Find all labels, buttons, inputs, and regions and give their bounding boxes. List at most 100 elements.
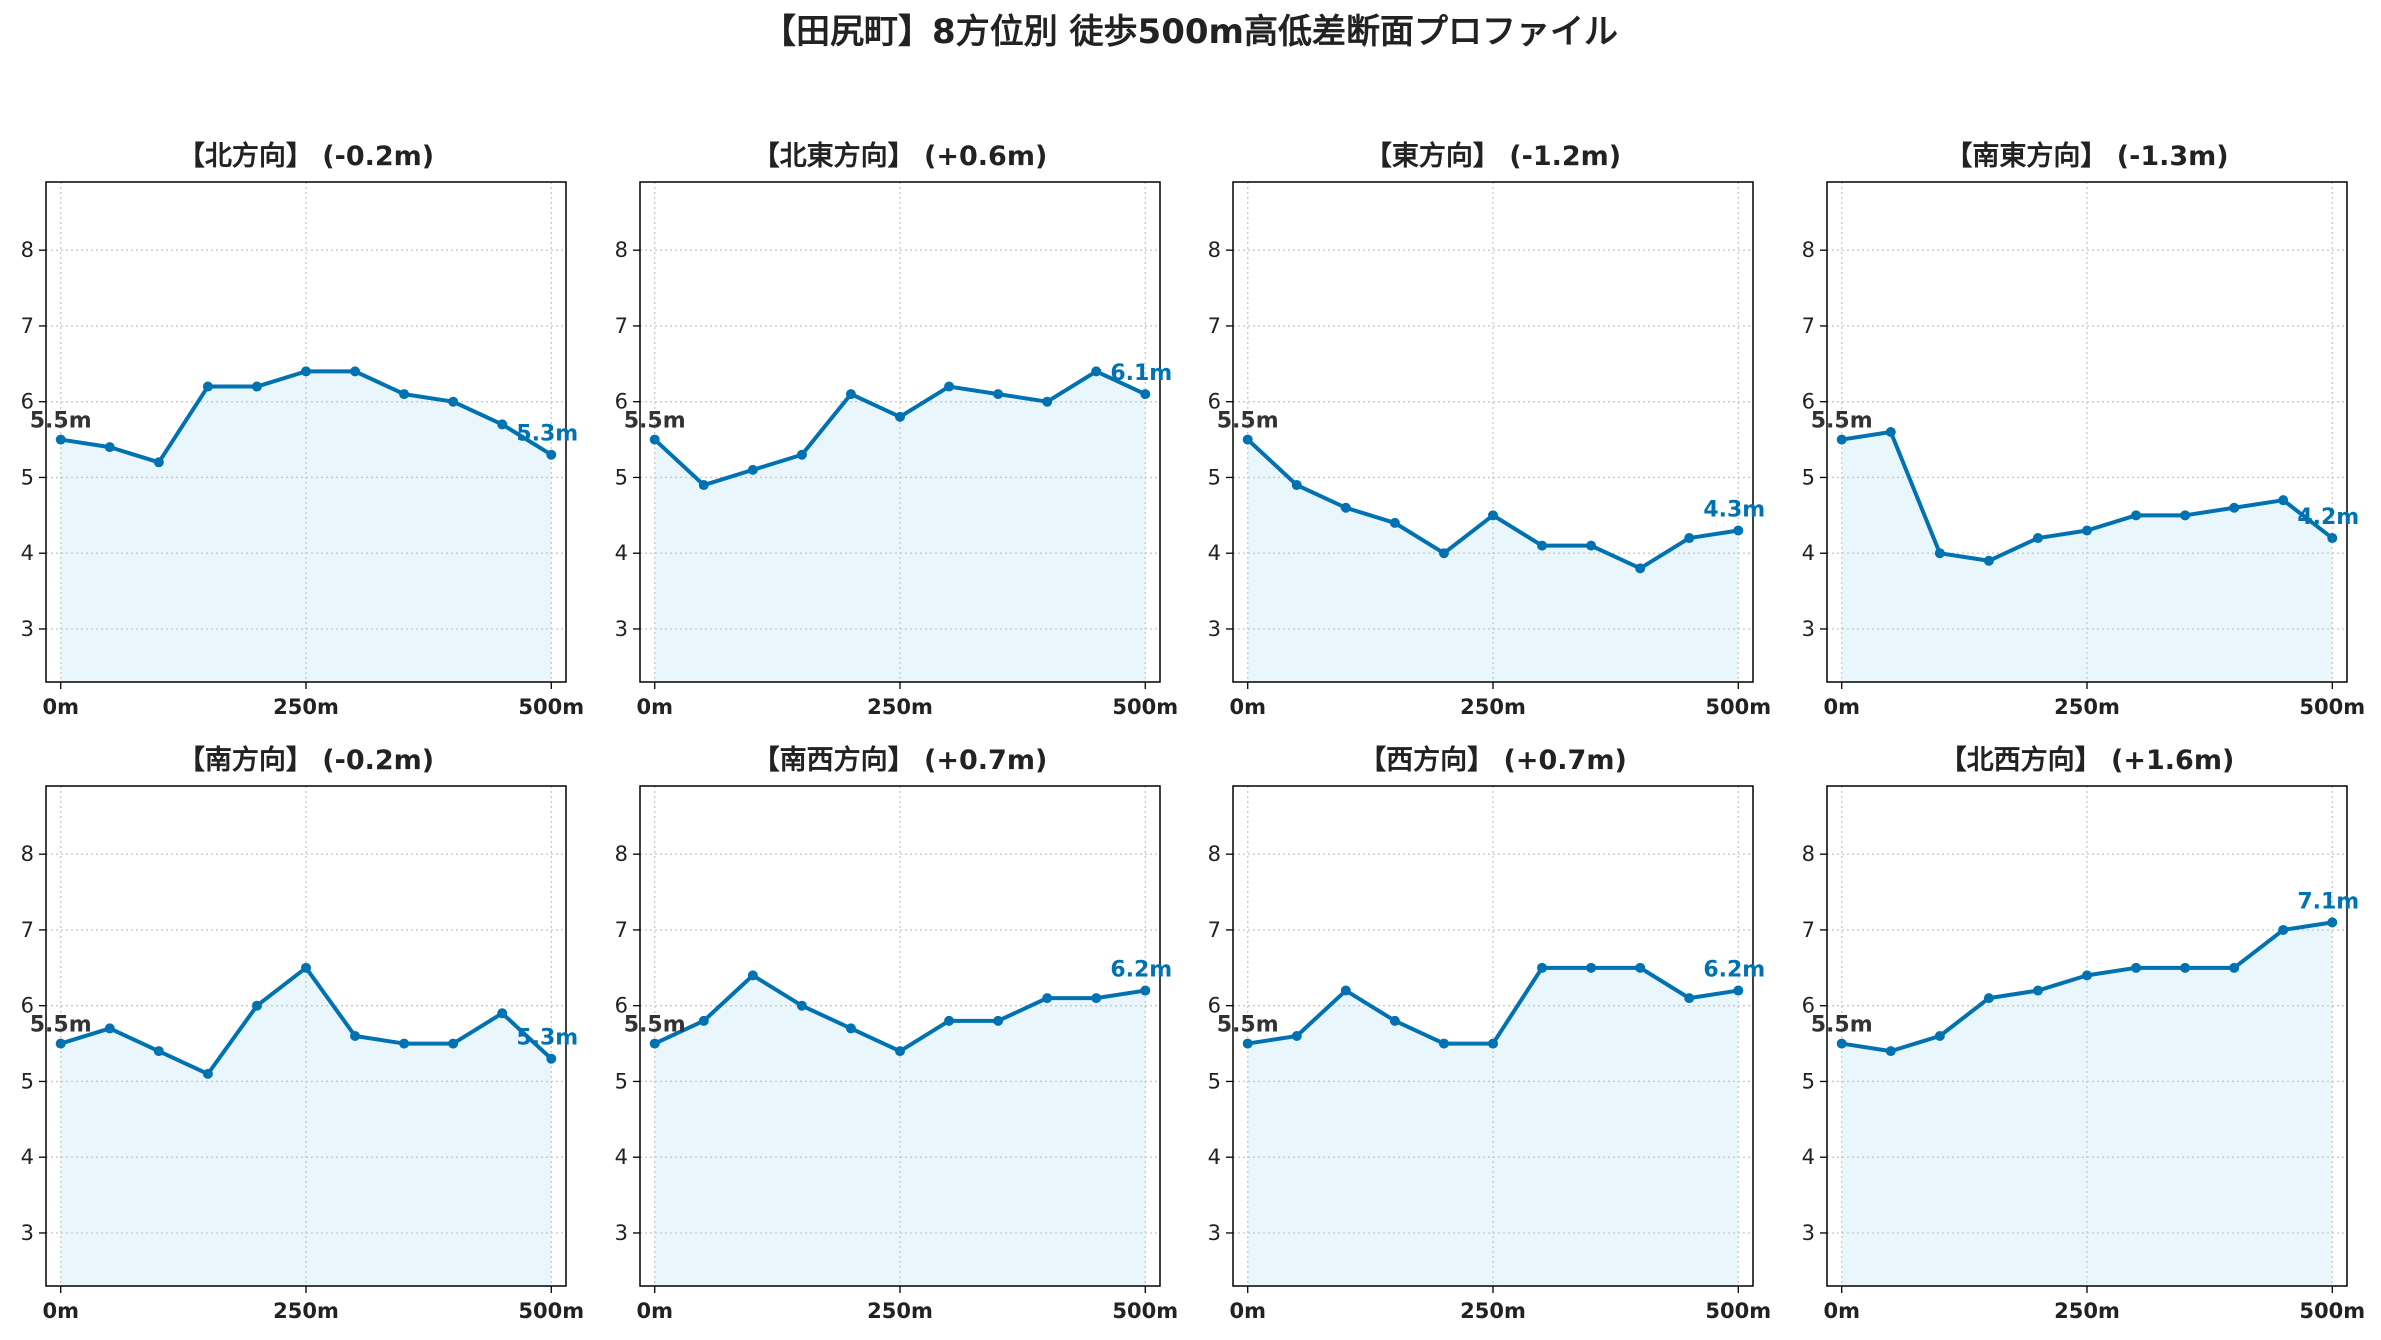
elevation-point: [993, 1015, 1004, 1026]
grid-lines: [1827, 786, 2347, 1286]
y-tick-label: 3: [1802, 1221, 1815, 1245]
panel-title: 【北東方向】 (+0.6m): [753, 140, 1048, 172]
start-elevation-label: 5.5m: [624, 409, 686, 434]
elevation-area-fill: [1247, 439, 1739, 682]
elevation-point: [1733, 985, 1744, 996]
y-tick-label: 8: [1208, 842, 1221, 866]
y-tick-label: 6: [21, 390, 34, 414]
y-tick-label: 5: [615, 1069, 628, 1093]
elevation-point: [350, 1031, 361, 1041]
elevation-point: [251, 1000, 262, 1011]
y-tick-label: 4: [615, 1145, 628, 1169]
elevation-point: [399, 389, 410, 400]
x-tick-label: 500m: [2299, 1299, 2365, 1323]
y-tick-label: 3: [615, 1221, 628, 1245]
x-tick-label: 500m: [1705, 695, 1771, 719]
end-elevation-label: 4.2m: [2297, 505, 2359, 530]
y-tick-label: 7: [1208, 314, 1221, 338]
elevation-point: [55, 434, 66, 445]
start-elevation-label: 5.5m: [30, 1013, 92, 1038]
elevation-point: [202, 381, 213, 392]
elevation-point: [796, 1000, 807, 1011]
elevation-point: [2278, 924, 2289, 935]
elevation-point: [747, 464, 758, 475]
panel-title: 【東方向】 (-1.2m): [1365, 140, 1621, 172]
x-tick-label: 250m: [867, 695, 933, 719]
x-tick-label: 0m: [636, 695, 673, 719]
y-tick-label: 8: [615, 842, 628, 866]
y-tick-label: 5: [21, 1069, 34, 1093]
elevation-point: [796, 449, 807, 460]
y-tick-label: 5: [615, 465, 628, 489]
elevation-point: [2180, 510, 2191, 521]
elevation-point: [1983, 993, 1994, 1004]
y-tick-label: 3: [21, 617, 34, 641]
elevation-point: [1140, 985, 1151, 996]
x-tick-label: 250m: [867, 1299, 933, 1323]
y-tick-label: 7: [1208, 918, 1221, 942]
x-tick-label: 0m: [1229, 695, 1266, 719]
elevation-area-fill: [654, 975, 1146, 1286]
x-tick-label: 500m: [518, 695, 584, 719]
start-elevation-label: 5.5m: [30, 409, 92, 434]
elevation-point: [2032, 985, 2043, 996]
elevation-point: [399, 1038, 410, 1049]
elevation-point: [2082, 970, 2092, 981]
elevation-point: [845, 1023, 856, 1034]
grid-lines: [1827, 182, 2347, 682]
elevation-point: [1684, 993, 1695, 1004]
y-tick-label: 6: [1802, 994, 1815, 1018]
elevation-point: [2180, 962, 2191, 973]
x-tick-label: 500m: [518, 1299, 584, 1323]
elevation-point: [2229, 502, 2240, 513]
elevation-point: [1934, 548, 1945, 559]
elevation-point: [1242, 1038, 1253, 1049]
elevation-point: [1291, 480, 1302, 491]
elevation-point: [1733, 525, 1744, 536]
elevation-point: [1885, 1046, 1896, 1057]
y-tick-label: 5: [1208, 465, 1221, 489]
elevation-point: [1934, 1031, 1945, 1041]
elevation-point: [2278, 495, 2289, 506]
profile-panel: 0m 250m 500m 3 4 5 6 7 8 【北東方向】 (+0.6m) 5.5m 6.1m: [615, 140, 1179, 719]
y-tick-label: 4: [21, 1145, 34, 1169]
grid-lines: [46, 786, 566, 1286]
x-tick-label: 0m: [42, 1299, 79, 1323]
elevation-point: [153, 457, 164, 468]
x-tick-label: 250m: [2054, 695, 2120, 719]
panel-title: 【北方向】 (-0.2m): [178, 140, 434, 172]
profile-panel: 0m 250m 500m 3 4 5 6 7 8 【北西方向】 (+1.6m) 5.5m 7.1m: [1802, 744, 2366, 1323]
elevation-point: [1586, 962, 1597, 973]
y-tick-label: 6: [615, 994, 628, 1018]
elevation-point: [698, 1015, 709, 1026]
x-tick-label: 250m: [1460, 1299, 1526, 1323]
elevation-point: [1836, 434, 1847, 445]
x-tick-label: 0m: [636, 1299, 673, 1323]
x-tick-label: 500m: [1112, 1299, 1178, 1323]
y-tick-label: 4: [1802, 541, 1815, 565]
elevation-point: [301, 366, 311, 377]
elevation-area-fill: [60, 371, 552, 682]
elevation-point: [1488, 1038, 1498, 1049]
y-tick-label: 7: [21, 314, 34, 338]
panel-title: 【南西方向】 (+0.7m): [753, 744, 1048, 776]
y-tick-label: 7: [1802, 918, 1815, 942]
elevation-point: [153, 1046, 164, 1057]
x-tick-label: 250m: [273, 1299, 339, 1323]
elevation-area-fill: [1841, 922, 2333, 1286]
grid-lines: [640, 786, 1160, 1286]
end-elevation-label: 7.1m: [2297, 889, 2359, 914]
panel-title: 【南方向】 (-0.2m): [178, 744, 434, 776]
elevation-point: [1340, 985, 1351, 996]
elevation-point: [1635, 962, 1646, 973]
elevation-point: [1042, 396, 1053, 407]
elevation-point: [1242, 434, 1253, 445]
profile-panel: 0m 250m 500m 3 4 5 6 7 8 【南西方向】 (+0.7m) 5.5m 6.2m: [615, 744, 1179, 1323]
elevation-point: [1140, 389, 1151, 400]
end-elevation-label: 6.2m: [1703, 958, 1765, 983]
elevation-point: [350, 366, 361, 377]
elevation-point: [1389, 517, 1400, 528]
elevation-point: [301, 962, 311, 973]
y-tick-label: 7: [1802, 314, 1815, 338]
